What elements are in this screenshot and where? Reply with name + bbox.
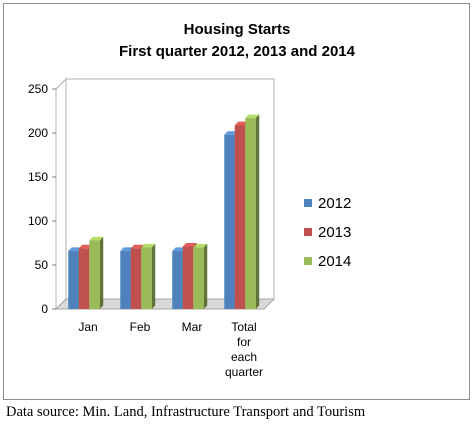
legend-entry: 2014 bbox=[304, 253, 351, 270]
x-category-label-line: for bbox=[237, 335, 251, 349]
legend-entry: 2012 bbox=[304, 195, 351, 212]
bar-front bbox=[234, 125, 246, 309]
bar-top bbox=[141, 243, 156, 248]
x-category-label-line: Mar bbox=[182, 320, 203, 334]
chart-frame: Housing Starts First quarter 2012, 2013 … bbox=[3, 3, 470, 400]
x-category-label: Jan bbox=[78, 320, 97, 334]
y-tick-label: 250 bbox=[28, 82, 48, 96]
bar-top bbox=[245, 114, 260, 119]
bar-side bbox=[255, 114, 260, 309]
y-tick-label: 200 bbox=[28, 126, 48, 140]
bar-front bbox=[172, 250, 183, 309]
bar-top bbox=[193, 243, 208, 248]
plot-area: 0 50 100 150 200 250 Jan Feb Mar Total for each quar… bbox=[28, 77, 276, 379]
bar bbox=[141, 243, 156, 309]
bar-top bbox=[182, 243, 197, 247]
x-category-label: Feb bbox=[130, 320, 151, 334]
x-category-label: Mar bbox=[182, 320, 203, 334]
x-category-label: Total for each quarter bbox=[225, 320, 263, 379]
x-category-label-line: Total bbox=[231, 320, 256, 334]
bar-front bbox=[224, 134, 235, 309]
bar-front bbox=[182, 246, 194, 309]
legend-label: 2012 bbox=[318, 195, 351, 212]
bar-front bbox=[245, 118, 256, 309]
y-tick-label: 50 bbox=[35, 258, 49, 272]
legend-swatch bbox=[304, 257, 312, 265]
bar bbox=[193, 243, 208, 309]
x-category-label-line: quarter bbox=[225, 365, 263, 379]
bar-front bbox=[141, 247, 152, 309]
x-category-label-line: Feb bbox=[130, 320, 151, 334]
legend-swatch bbox=[304, 199, 312, 207]
bar-front bbox=[120, 250, 131, 309]
bar bbox=[245, 114, 260, 309]
legend-label: 2014 bbox=[318, 253, 351, 270]
chart-title: Housing Starts bbox=[184, 21, 291, 38]
bar-side bbox=[203, 243, 208, 309]
bar-front bbox=[130, 248, 142, 309]
y-tick-label: 0 bbox=[41, 302, 48, 316]
chart-svg: Housing Starts First quarter 2012, 2013 … bbox=[28, 21, 356, 379]
side-wall bbox=[55, 77, 67, 311]
legend: 2012 2013 2014 bbox=[304, 195, 351, 270]
bar-side bbox=[151, 243, 156, 309]
bar-front bbox=[78, 248, 90, 309]
y-tick-label: 100 bbox=[28, 214, 48, 228]
x-category-label-line: Jan bbox=[78, 320, 97, 334]
bar-front bbox=[193, 247, 204, 309]
y-tick-label: 150 bbox=[28, 170, 48, 184]
data-source-note: Data source: Min. Land, Infrastructure T… bbox=[6, 404, 366, 420]
legend-entry: 2013 bbox=[304, 224, 351, 241]
bar-top bbox=[89, 236, 104, 241]
bar bbox=[89, 236, 104, 309]
chart-subtitle: First quarter 2012, 2013 and 2014 bbox=[119, 43, 356, 60]
bar-front bbox=[68, 250, 79, 309]
bar-front bbox=[89, 240, 100, 309]
legend-swatch bbox=[304, 228, 312, 236]
bar-side bbox=[99, 236, 104, 309]
x-category-label-line: each bbox=[231, 350, 257, 364]
legend-label: 2013 bbox=[318, 224, 351, 241]
